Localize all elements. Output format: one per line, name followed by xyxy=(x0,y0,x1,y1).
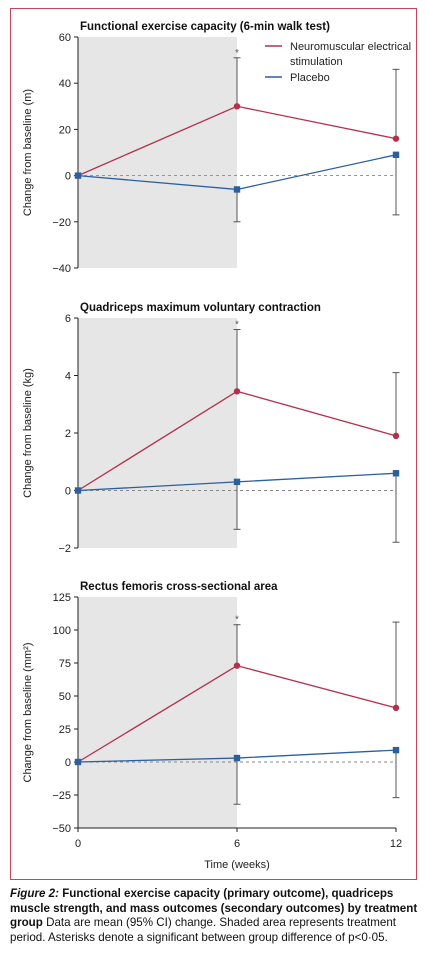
data-point-nmes xyxy=(392,432,400,440)
y-tick-label: 75 xyxy=(59,658,71,670)
data-point-placebo xyxy=(74,172,82,179)
data-point-nmes xyxy=(392,135,400,142)
data-point-placebo xyxy=(392,470,400,477)
data-point-nmes xyxy=(392,704,400,712)
caption-figure-label: Figure 2: xyxy=(10,887,59,900)
caption-title: Functional exercise capacity (primary ou… xyxy=(10,887,418,929)
treatment-period-shading xyxy=(78,597,237,828)
y-tick-label: −50 xyxy=(52,823,71,835)
y-axis-label: Change from baseline (mm²) xyxy=(22,643,34,783)
significance-asterisk: * xyxy=(235,48,239,59)
y-tick-label: −25 xyxy=(52,790,71,802)
figure-caption: Figure 2: Functional exercise capacity (… xyxy=(10,887,420,945)
data-point-nmes xyxy=(233,662,241,669)
x-axis-label: Time (weeks) xyxy=(204,859,270,871)
y-tick-label: −20 xyxy=(52,217,71,229)
legend-label: Placebo xyxy=(290,72,330,84)
chart-panel-2: −2 0 2 4 6 Quadriceps maximum voluntary contr… xyxy=(22,302,400,555)
data-point-nmes xyxy=(233,388,241,395)
y-axis-label: Change from baseline (m) xyxy=(22,89,34,216)
legend-label: Neuromuscular electrical xyxy=(290,41,411,53)
chart-panel-3: −50 −25 0 25 50 75 100 125 0 6 12 Time (weeks) Rectu… xyxy=(22,581,402,871)
data-point-nmes xyxy=(233,103,241,110)
significance-asterisk: * xyxy=(235,320,239,331)
y-tick-label: −40 xyxy=(52,263,71,275)
panel-title: Quadriceps maximum voluntary contraction xyxy=(80,302,321,314)
treatment-period-shading xyxy=(78,37,237,268)
x-tick-label: 0 xyxy=(75,838,81,850)
y-tick-label: 0 xyxy=(65,486,71,498)
caption-body: Data are mean (95% CI) change. Shaded ar… xyxy=(10,916,397,944)
y-tick-label: 60 xyxy=(59,32,71,44)
significance-asterisk: * xyxy=(235,615,239,626)
x-tick-label: 12 xyxy=(390,838,402,850)
data-point-placebo xyxy=(233,186,241,193)
data-point-placebo xyxy=(74,758,82,766)
y-tick-label: 125 xyxy=(53,592,71,604)
data-point-placebo xyxy=(233,754,241,762)
figure-frame xyxy=(10,8,417,880)
y-tick-label: 100 xyxy=(53,625,71,637)
data-point-placebo xyxy=(74,487,82,494)
data-point-placebo xyxy=(392,151,400,159)
chart-panel-1: −40 −20 0 20 40 60 Functional exercise capacit… xyxy=(22,21,400,275)
y-tick-label: 6 xyxy=(65,313,71,325)
y-tick-label: 20 xyxy=(59,124,71,136)
y-tick-label: 0 xyxy=(65,757,71,769)
y-tick-label: 0 xyxy=(65,171,71,183)
legend: Neuromuscular electrical stimulation Place… xyxy=(265,41,411,84)
y-tick-label: 40 xyxy=(59,78,71,90)
y-tick-label: −2 xyxy=(58,543,71,555)
panel-title: Rectus femoris cross-sectional area xyxy=(80,581,278,593)
legend-label: stimulation xyxy=(290,56,343,68)
treatment-period-shading xyxy=(78,318,237,548)
y-tick-label: 50 xyxy=(59,691,71,703)
y-tick-label: 4 xyxy=(65,371,71,383)
x-tick-label: 6 xyxy=(234,838,240,850)
y-tick-label: 2 xyxy=(65,428,71,440)
y-tick-label: 25 xyxy=(59,724,71,736)
y-axis-label: Change from baseline (kg) xyxy=(22,368,34,498)
panel-title: Functional exercise capacity (6-min walk… xyxy=(80,21,330,33)
data-point-placebo xyxy=(233,478,241,486)
data-point-placebo xyxy=(392,746,400,754)
